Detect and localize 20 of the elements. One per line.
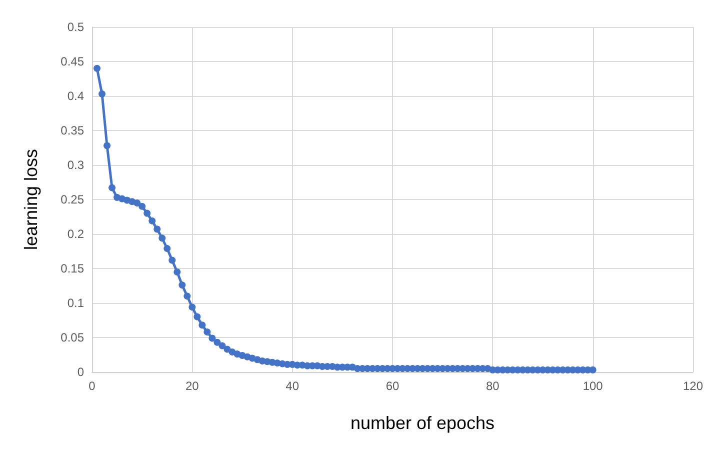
y-tick-label: 0.35	[60, 124, 84, 138]
y-tick-label: 0.3	[67, 158, 84, 172]
y-tick-label: 0.1	[67, 296, 84, 310]
x-tick-label: 60	[386, 379, 400, 393]
x-tick-label: 120	[682, 379, 704, 393]
y-tick-label: 0.15	[60, 262, 84, 276]
y-tick-label: 0	[77, 365, 84, 379]
y-tick-label: 0.4	[67, 89, 84, 103]
x-tick-label: 40	[286, 379, 300, 393]
y-tick-label: 0.45	[60, 54, 84, 68]
y-tick-label: 0.5	[67, 20, 84, 34]
y-tick-label: 0.05	[60, 330, 84, 344]
x-tick-label: 0	[88, 379, 96, 393]
x-tick-label: 80	[486, 379, 500, 393]
x-tick-label: 100	[582, 379, 604, 393]
x-tick-label: 20	[185, 379, 200, 393]
y-axis-title: learning loss	[21, 148, 41, 250]
x-axis-title: number of epochs	[350, 413, 495, 433]
y-tick-label: 0.25	[60, 192, 84, 206]
y-tick-label: 0.2	[67, 227, 84, 241]
